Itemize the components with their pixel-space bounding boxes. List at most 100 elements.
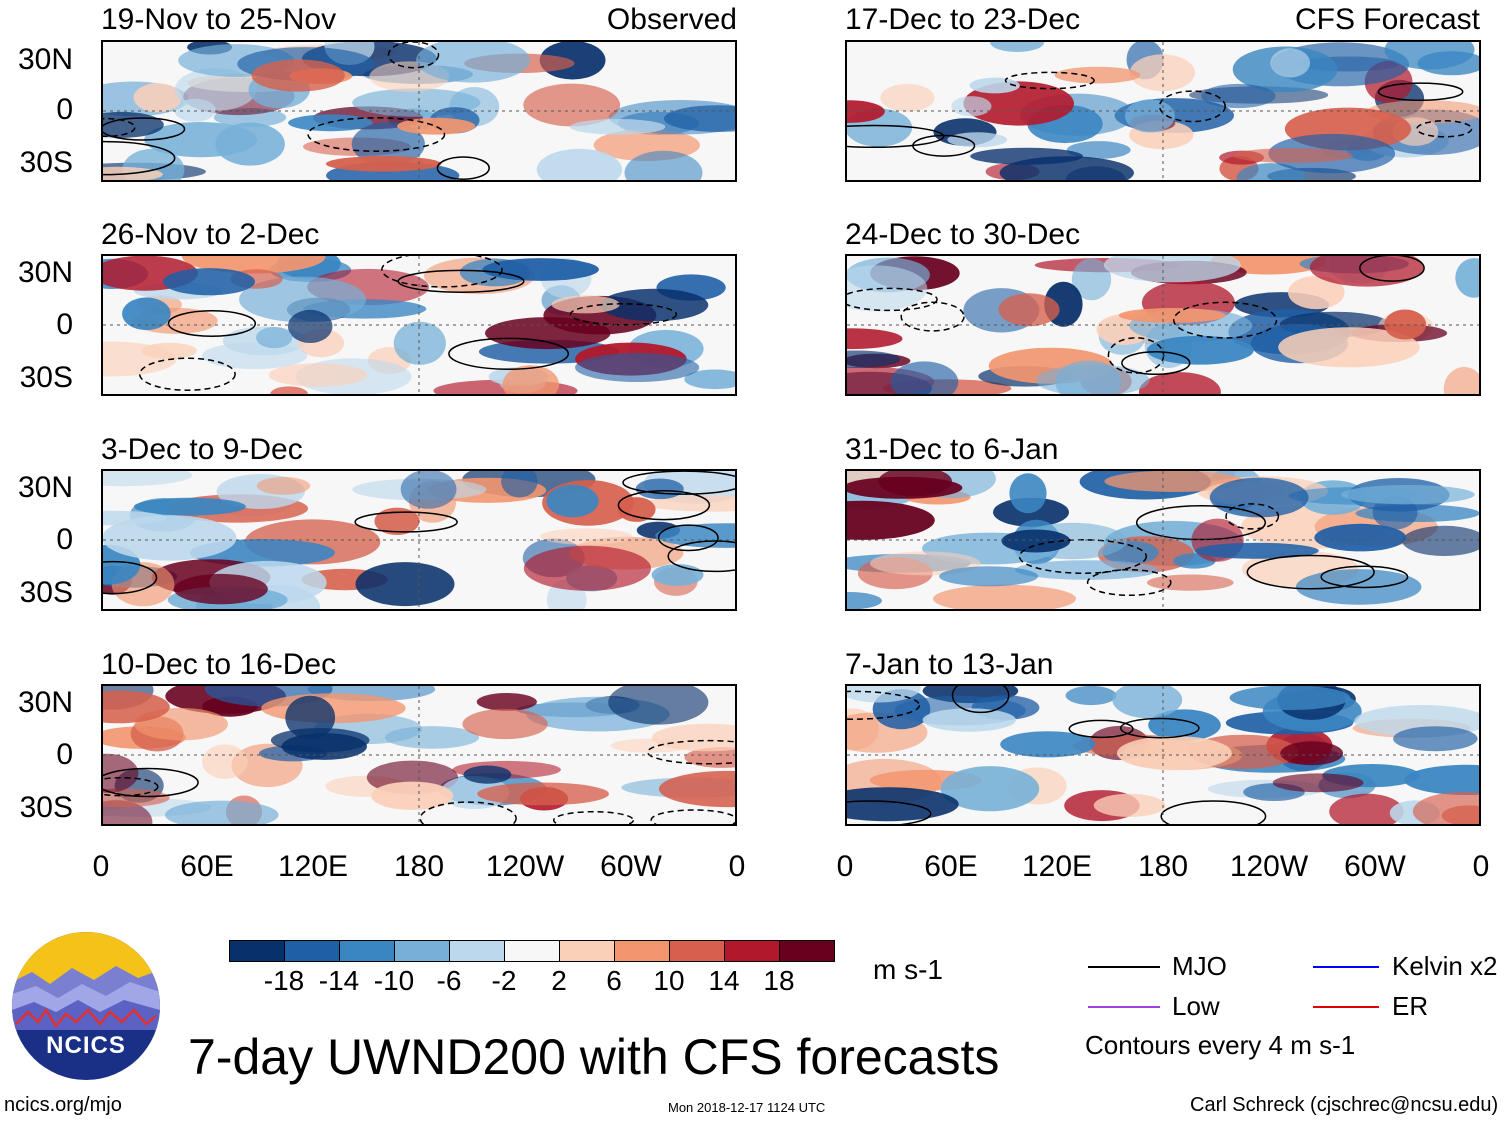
anomaly-blob (1125, 99, 1175, 133)
map-field (103, 42, 735, 180)
colorbar-cell (284, 940, 340, 962)
panel-title-obs-3: 3-Dec to 9-Dec (101, 433, 303, 466)
anomaly-blob (947, 132, 1007, 148)
mjo-contour (103, 117, 186, 141)
anomaly-blob (285, 695, 336, 740)
lon-label-right-60e: 60E (924, 850, 978, 883)
anomaly-blob (268, 363, 368, 387)
anomaly-blob (970, 147, 1083, 165)
anomaly-blob (624, 150, 703, 180)
anomaly-blob (1270, 48, 1311, 78)
mjo-contour (1377, 82, 1464, 102)
mjo-contour (1160, 800, 1267, 824)
lat-label-30s-2: 30S (19, 361, 73, 394)
anomaly-blob (1455, 258, 1479, 298)
anomaly-blob (847, 592, 882, 609)
anomaly-blob (1065, 686, 1117, 706)
mjo-contour (354, 511, 458, 533)
anomaly-blob (1117, 736, 1232, 771)
anomaly-blob (1272, 773, 1364, 793)
anomaly-blob (485, 317, 611, 350)
mjo-contour (1359, 256, 1425, 282)
legend-label-er: ER (1392, 991, 1429, 1021)
figure-title: 7-day UWND200 with CFS forecasts (188, 1029, 1000, 1085)
anomaly-blob (1443, 367, 1479, 394)
colorbar-cell (724, 940, 780, 962)
mjo-contour (103, 776, 159, 797)
anomaly-blob (501, 471, 538, 498)
lat-label-30s-3: 30S (19, 576, 73, 609)
map-field (847, 686, 1479, 824)
anomaly-blob (1054, 66, 1141, 84)
anomaly-blob (384, 726, 480, 749)
lon-label-right-360: 0 (1472, 850, 1490, 883)
anomaly-blob (1314, 523, 1407, 552)
mjo-contour (552, 810, 635, 824)
anomaly-blob (133, 83, 182, 113)
legend-line-er (1313, 1006, 1379, 1008)
anomaly-blob (270, 386, 308, 394)
anomaly-blob (847, 350, 901, 368)
anomaly-blob (462, 708, 548, 740)
anomaly-blob (922, 708, 1016, 732)
anomaly-blob (847, 100, 885, 123)
anomaly-blob (371, 781, 454, 810)
map-field (103, 256, 735, 394)
anomaly-blob (374, 507, 420, 535)
colorbar-label: -10 (373, 965, 415, 996)
map-obs-3 (101, 469, 737, 611)
mjo-contour (1086, 568, 1172, 597)
lat-label-eq-3: 0 (56, 523, 73, 556)
mjo-contour (387, 42, 440, 69)
mjo-contour (381, 256, 503, 288)
lat-label-eq-2: 0 (56, 308, 73, 341)
anomaly-blob (133, 497, 246, 516)
map-field (847, 471, 1479, 609)
anomaly-blob (416, 42, 530, 83)
panel-title-fc-2: 24-Dec to 30-Dec (845, 218, 1081, 251)
colorbar-label: 10 (653, 965, 685, 996)
anomaly-blob (599, 288, 709, 322)
anomaly-blob (1118, 308, 1226, 323)
mjo-contour (419, 801, 517, 824)
legend-label-mjo: MJO (1172, 951, 1227, 981)
map-fc-3 (845, 469, 1481, 611)
anomaly-blob (1341, 485, 1475, 505)
colorbar-cell (614, 940, 670, 962)
anomaly-blob (684, 747, 735, 768)
anomaly-blob (1009, 473, 1047, 514)
colorbar-cell (504, 940, 560, 962)
mjo-contour (103, 117, 136, 138)
colorbar-cell (559, 940, 615, 962)
mjo-contour (622, 471, 735, 495)
anomaly-blob (1001, 529, 1071, 553)
anomaly-blob (933, 584, 1076, 609)
mjo-contour (1004, 71, 1095, 90)
anomaly-blob (969, 77, 1020, 94)
panel-title-obs-2: 26-Nov to 2-Dec (101, 218, 320, 251)
mjo-contour (1158, 90, 1226, 123)
anomaly-blob (1129, 54, 1195, 92)
anomaly-blob (122, 297, 171, 331)
map-field (103, 686, 735, 824)
anomaly-blob (1402, 525, 1479, 556)
mjo-contour (448, 337, 570, 370)
lon-label-right-60w: 60W (1344, 850, 1406, 883)
map-field (847, 42, 1479, 180)
ncics-logo: NCICS (12, 932, 160, 1080)
lon-label-left-60e: 60E (180, 850, 234, 883)
footer-url[interactable]: ncics.org/mjo (4, 1094, 122, 1116)
anomaly-blob (1112, 686, 1183, 719)
anomaly-blob (393, 321, 446, 365)
map-obs-1 (101, 40, 737, 182)
mjo-contour (667, 540, 735, 573)
anomaly-blob (1147, 574, 1234, 591)
anomaly-blob (163, 268, 255, 296)
anomaly-blob (1384, 42, 1475, 70)
lat-label-30n-1: 30N (17, 43, 73, 76)
mjo-contour (617, 490, 711, 521)
anomaly-blob (1103, 256, 1241, 283)
anomaly-blob (546, 484, 599, 518)
anomaly-blob (890, 361, 959, 394)
lon-label-right-0: 0 (836, 850, 854, 883)
